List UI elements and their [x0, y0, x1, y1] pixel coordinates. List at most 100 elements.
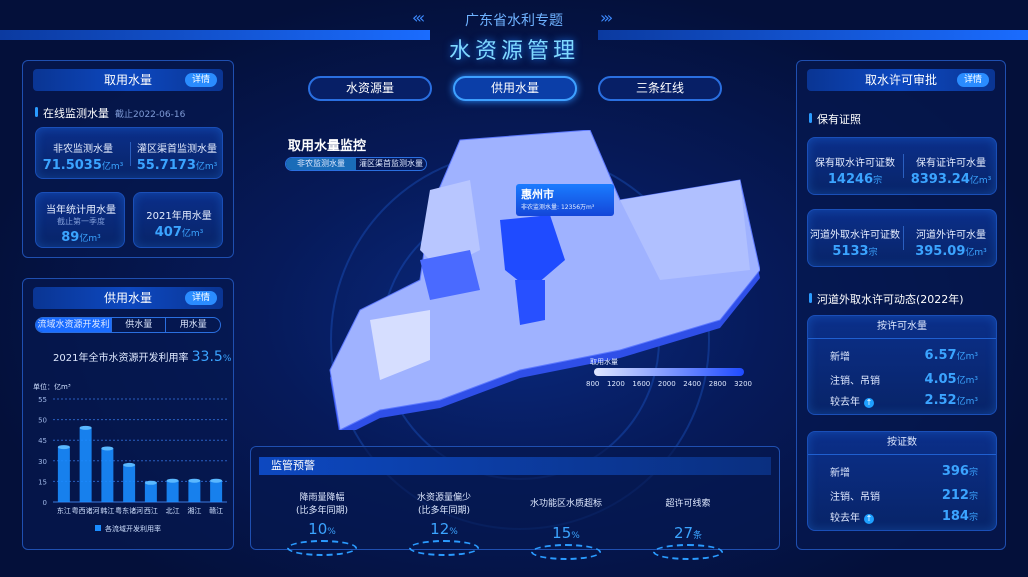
row-unit: 宗	[968, 492, 978, 502]
bar	[101, 448, 114, 502]
bar	[210, 480, 223, 502]
map-region[interactable]	[420, 250, 480, 300]
metric-value: 407	[154, 225, 182, 240]
alert-sub	[516, 509, 616, 520]
row-yoy: 较去年 ↑ 2.52亿m³	[830, 393, 978, 408]
legend-title: 取用水量	[590, 358, 618, 366]
guangdong-map	[329, 130, 760, 430]
row-unit: 亿m³	[956, 376, 978, 386]
row-label: 新增	[830, 352, 850, 363]
tab-supply[interactable]: 供水量	[110, 318, 166, 332]
bar	[188, 480, 201, 502]
metric-label: 2021年用水量	[146, 211, 212, 222]
bar-cap	[123, 462, 136, 467]
legend-tick: 2400	[683, 380, 702, 388]
page-title: 水资源管理	[448, 39, 579, 64]
panel-title: 取用水量	[103, 73, 152, 87]
toggle-irrigation[interactable]: 灌区渠首监测水量	[359, 159, 423, 168]
rate-label: 2021年全市水资源开发利用率	[53, 353, 189, 364]
legend-ticks: 800 1200 1600 2000 2400 2800 3200	[586, 380, 752, 388]
y-tick-label: 50	[38, 417, 47, 425]
header: ‹‹‹ ››› 广东省水利专题 水资源管理	[0, 0, 1028, 70]
row-new: 新增 6.57亿m³	[830, 348, 978, 363]
bar	[57, 447, 70, 502]
tab-basin-utilization[interactable]: 流域水资源开发利用	[36, 318, 111, 332]
x-tick-label: 粤西诸河	[72, 506, 100, 515]
panel-title: 取水许可审批	[864, 73, 937, 87]
details-button[interactable]: 详情	[956, 73, 989, 87]
row-value: 396	[941, 464, 969, 479]
card-annual-stat: 当年统计用水量 截止第一季度 89亿m³	[35, 192, 125, 248]
tooltip-city: 惠州市	[521, 188, 554, 201]
section-dynamics: 河道外取水许可动态(2022年)	[809, 291, 964, 307]
bar	[123, 464, 136, 502]
tab-three-red-lines[interactable]: 三条红线	[598, 76, 722, 101]
row-unit: 亿m³	[956, 397, 978, 407]
map-region[interactable]	[515, 280, 545, 325]
tab-usage[interactable]: 用水量	[165, 318, 220, 332]
card-held: 保有取水许可证数 14246宗 保有证许可水量 8393.24亿m³	[807, 137, 997, 195]
metric-value: 5133	[832, 244, 869, 259]
y-tick-label: 55	[38, 396, 47, 404]
tab-water-resources[interactable]: 水资源量	[308, 76, 432, 101]
x-tick-label: 粤东诸河	[115, 506, 143, 515]
metric-unit: 亿m³	[79, 234, 101, 244]
row-label: 较去年	[830, 513, 860, 524]
card-offstream: 河道外取水许可证数 5133宗 河道外许可水量 395.09亿m³	[807, 209, 997, 267]
y-tick-label: 0	[43, 499, 47, 507]
metric-unit: 宗	[868, 248, 878, 258]
metric-unit: 亿m³	[195, 162, 218, 172]
card-monitor: 非农监测水量 71.5035亿m³ 灌区渠首监测水量 55.7173亿m³	[35, 127, 223, 179]
alert-sub	[638, 509, 738, 520]
panel-alerts: 监管预警	[250, 446, 780, 550]
map-title: 取用水量监控	[288, 139, 367, 154]
metric-value: 395.09	[915, 244, 966, 259]
header-subtitle: 广东省水利专题	[465, 13, 563, 29]
map-region-highlight[interactable]	[500, 215, 565, 290]
details-button[interactable]: 详情	[184, 73, 217, 87]
tab-water-supply[interactable]: 供用水量	[453, 76, 577, 101]
header-bar-right	[598, 30, 1028, 40]
row-label: 注销、吊销	[830, 376, 880, 387]
header-bar-left	[0, 30, 430, 40]
metric-nonagri: 非农监测水量 71.5035亿m³	[38, 140, 128, 173]
map-toggle: 非农监测水量 灌区渠首监测水量	[285, 157, 427, 171]
metric-label: 非农监测水量	[53, 144, 113, 155]
alert-value: 12	[430, 520, 450, 538]
rate-value: 33.5	[191, 349, 223, 365]
panel-water-intake: 取用水量 详情 在线监测水量 截止2022-06-16 非农监测水量 71.5035亿…	[22, 60, 234, 258]
metric-offstream-volume: 河道外许可水量 395.09亿m³	[904, 226, 998, 259]
alert-label: 水功能区水质超标	[529, 499, 602, 509]
x-tick-label: 东江	[57, 506, 71, 515]
map-region[interactable]	[420, 180, 480, 270]
box-by-volume: 按许可水量 新增 6.57亿m³ 注销、吊销 4.05亿m³ 较去年 ↑ 2.52亿m³	[807, 315, 997, 415]
row-value: 184	[941, 509, 969, 524]
toggle-nonagri[interactable]: 非农监测水量	[286, 158, 356, 170]
metric-label: 河道外许可水量	[916, 230, 986, 241]
x-tick-label: 韩江	[100, 506, 114, 515]
legend-tick: 1200	[606, 380, 625, 388]
alert-sub: (比多年同期)	[417, 506, 471, 516]
map-region[interactable]	[370, 310, 430, 380]
box-title: 按证数	[808, 432, 996, 455]
y-tick-label: 30	[38, 458, 47, 466]
map-region[interactable]	[620, 180, 750, 280]
legend-gradient	[594, 368, 744, 376]
section-certificates: 保有证照	[809, 111, 861, 127]
details-button[interactable]: 详情	[184, 291, 217, 305]
tooltip-label: 非农监测水量:	[521, 204, 560, 211]
metric-label: 保有取水许可证数	[815, 158, 895, 169]
alert-label: 水资源量偏少	[416, 493, 471, 503]
y-axis-label: 单位：亿m³	[33, 382, 71, 391]
row-unit: 亿m³	[956, 352, 978, 362]
metric-label: 河道外取水许可证数	[810, 230, 900, 241]
arrow-up-icon: ↑	[864, 514, 874, 524]
panel-header: 取用水量 详情	[33, 69, 223, 91]
as-of-date: 截止2022-06-16	[115, 110, 186, 120]
y-tick-label: 45	[38, 437, 47, 445]
row-unit: 宗	[968, 468, 978, 478]
box-by-count: 按证数 新增 396宗 注销、吊销 212宗 较去年 ↑ 184宗	[807, 431, 997, 531]
alert-item: 水功能区水质超标 15%	[516, 496, 616, 560]
metric-held-count: 保有取水许可证数 14246宗	[808, 154, 902, 187]
alert-label: 降雨量降幅	[299, 493, 345, 503]
